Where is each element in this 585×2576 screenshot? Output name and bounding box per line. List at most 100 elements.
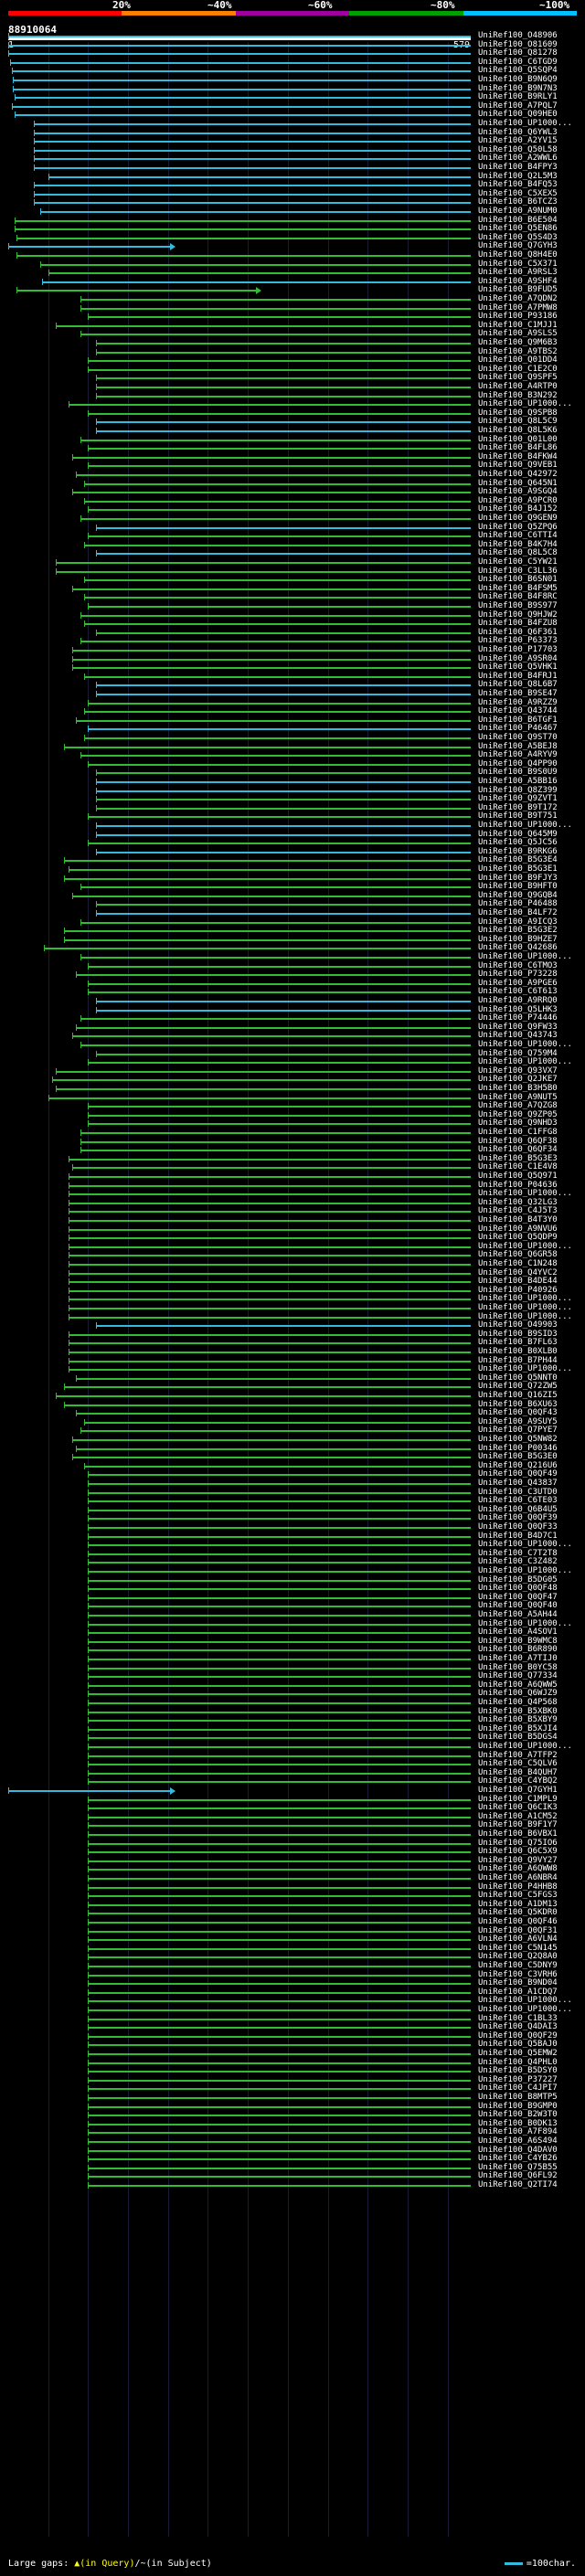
hit-label[interactable]: UniRef100_C7T2T8	[478, 1548, 558, 1558]
hit-label[interactable]: UniRef100_B9WMC8	[478, 1636, 558, 1646]
hit-label[interactable]: UniRef100_Q0QF33	[478, 1522, 558, 1532]
hit-label[interactable]: UniRef100_Q4DAV0	[478, 2145, 558, 2155]
hit-label[interactable]: UniRef100_Q7GYH3	[478, 241, 558, 251]
alignment-line[interactable]	[88, 1737, 471, 1740]
alignment-line[interactable]	[84, 597, 471, 599]
hit-label[interactable]: UniRef100_C1E4V8	[478, 1162, 558, 1172]
hit-row[interactable]: UniRef100_Q42686	[0, 943, 585, 953]
hit-label[interactable]: UniRef100_A9RZZ9	[478, 697, 558, 707]
hit-row[interactable]: UniRef100_C5N145	[0, 1944, 585, 1954]
hit-label[interactable]: UniRef100_A4RYV9	[478, 750, 558, 760]
alignment-line[interactable]	[39, 211, 471, 213]
hit-row[interactable]: UniRef100_B4LF72	[0, 908, 585, 918]
alignment-line[interactable]	[56, 1070, 471, 1073]
hit-row[interactable]: UniRef100_A1CDQ7	[0, 1988, 585, 1998]
hit-label[interactable]: UniRef100_Q9M6B3	[478, 338, 558, 347]
hit-row[interactable]: UniRef100_A6QWW5	[0, 1680, 585, 1691]
hit-row[interactable]: UniRef100_A6S494	[0, 2136, 585, 2147]
hit-row[interactable]: UniRef100_P93186	[0, 312, 585, 322]
hit-label[interactable]: UniRef100_C1N248	[478, 1259, 558, 1268]
hit-label[interactable]: UniRef100_Q2TI74	[478, 2180, 558, 2189]
alignment-line[interactable]	[88, 1842, 471, 1845]
hit-label[interactable]: UniRef100_Q9FW33	[478, 1022, 558, 1032]
hit-row[interactable]: UniRef100_Q216U6	[0, 1461, 585, 1471]
hit-label[interactable]: UniRef100_A6VLN4	[478, 1935, 558, 1945]
alignment-line[interactable]	[96, 851, 471, 853]
hit-row[interactable]: UniRef100_C5YW21	[0, 557, 585, 567]
hit-row[interactable]: UniRef100_Q5SQP4	[0, 66, 585, 76]
hit-row[interactable]: UniRef100_A7PQL7	[0, 101, 585, 111]
alignment-line[interactable]	[33, 132, 471, 134]
hit-label[interactable]: UniRef100_B5DGS4	[478, 1733, 558, 1743]
hit-row[interactable]: UniRef100_P40926	[0, 1286, 585, 1296]
alignment-line[interactable]	[12, 70, 471, 73]
hit-label[interactable]: UniRef100_A7QZG8	[478, 1101, 558, 1111]
hit-row[interactable]: UniRef100_Q8L5K6	[0, 426, 585, 436]
hit-label[interactable]: UniRef100_A1CDQ7	[478, 1987, 558, 1997]
alignment-line[interactable]	[68, 1299, 471, 1301]
hit-label[interactable]: UniRef100_Q5SQP4	[478, 66, 558, 76]
hit-label[interactable]: UniRef100_C1FFG8	[478, 1128, 558, 1137]
alignment-line[interactable]	[71, 588, 471, 590]
hit-row[interactable]: UniRef100_Q93VX7	[0, 1066, 585, 1076]
hit-row[interactable]: UniRef100_Q9GQB4	[0, 891, 585, 901]
hit-label[interactable]: UniRef100_A6NBR4	[478, 1873, 558, 1882]
hit-label[interactable]: UniRef100_B4F8RC	[478, 592, 558, 602]
hit-label[interactable]: UniRef100_UP1000...	[478, 1057, 572, 1067]
hit-label[interactable]: UniRef100_A7QDN2	[478, 294, 558, 303]
hit-label[interactable]: UniRef100_Q6C5X9	[478, 1847, 558, 1857]
alignment-line[interactable]	[68, 1308, 471, 1309]
hit-row[interactable]: UniRef100_Q9VEB1	[0, 461, 585, 471]
alignment-line[interactable]	[96, 833, 471, 836]
alignment-line[interactable]	[84, 623, 471, 626]
alignment-line[interactable]	[76, 1413, 471, 1415]
hit-row[interactable]: UniRef100_Q2JKE7	[0, 1075, 585, 1085]
alignment-line[interactable]	[33, 185, 471, 187]
hit-row[interactable]: UniRef100_A5BEJ8	[0, 742, 585, 752]
hit-row[interactable]: UniRef100_Q6GR58	[0, 1250, 585, 1260]
alignment-line[interactable]	[88, 1825, 471, 1828]
alignment-line[interactable]	[64, 930, 471, 933]
hit-label[interactable]: UniRef100_B4FQ53	[478, 180, 558, 190]
hit-row[interactable]: UniRef100_B5G3E3	[0, 1154, 585, 1164]
hit-label[interactable]: UniRef100_O48906	[478, 31, 558, 40]
hit-label[interactable]: UniRef100_B4QUH7	[478, 1767, 558, 1777]
hit-row[interactable]: UniRef100_Q81278	[0, 48, 585, 58]
hit-label[interactable]: UniRef100_Q5JC56	[478, 838, 558, 848]
hit-label[interactable]: UniRef100_A9SHF4	[478, 276, 558, 286]
alignment-line[interactable]	[64, 938, 471, 941]
alignment-line[interactable]	[56, 324, 471, 327]
hit-label[interactable]: UniRef100_Q16ZI5	[478, 1391, 558, 1400]
hit-row[interactable]: UniRef100_Q9NHD3	[0, 1118, 585, 1129]
hit-label[interactable]: UniRef100_Q0QF48	[478, 1584, 558, 1594]
alignment-line[interactable]	[33, 158, 471, 161]
hit-label[interactable]: UniRef100_C3Z482	[478, 1557, 558, 1567]
alignment-line[interactable]	[84, 1421, 471, 1424]
alignment-line[interactable]	[68, 1264, 471, 1266]
hit-label[interactable]: UniRef100_UP1000...	[478, 1742, 572, 1751]
hit-label[interactable]: UniRef100_B6TGF1	[478, 715, 558, 725]
hit-label[interactable]: UniRef100_UP1000...	[478, 1540, 572, 1550]
hit-row[interactable]: UniRef100_A4RYV9	[0, 750, 585, 760]
alignment-line[interactable]	[88, 316, 471, 319]
alignment-line[interactable]	[88, 1596, 471, 1599]
alignment-line[interactable]	[96, 781, 471, 783]
hit-row[interactable]: UniRef100_UP1000...	[0, 1303, 585, 1313]
hit-label[interactable]: UniRef100_B4J152	[478, 504, 558, 514]
hit-label[interactable]: UniRef100_Q5NNT0	[478, 1373, 558, 1383]
alignment-line[interactable]	[44, 948, 471, 950]
hit-label[interactable]: UniRef100_Q4YVC2	[478, 1267, 558, 1277]
alignment-line[interactable]	[88, 1966, 471, 1967]
hit-row[interactable]: UniRef100_C5X371	[0, 260, 585, 270]
hit-row[interactable]: UniRef100_A9RRQ0	[0, 996, 585, 1006]
hit-row[interactable]: UniRef100_Q6B4U5	[0, 1505, 585, 1515]
alignment-line[interactable]	[68, 1193, 471, 1196]
alignment-line[interactable]	[14, 219, 471, 222]
hit-row[interactable]: UniRef100_Q0QF46	[0, 1917, 585, 1927]
hit-row[interactable]: UniRef100_Q645N1	[0, 479, 585, 489]
hit-label[interactable]: UniRef100_B4FZU8	[478, 619, 558, 629]
hit-row[interactable]: UniRef100_C1FFG8	[0, 1128, 585, 1138]
alignment-line[interactable]	[80, 307, 471, 310]
hit-label[interactable]: UniRef100_P17703	[478, 645, 558, 654]
hit-label[interactable]: UniRef100_A5AH44	[478, 1610, 558, 1619]
